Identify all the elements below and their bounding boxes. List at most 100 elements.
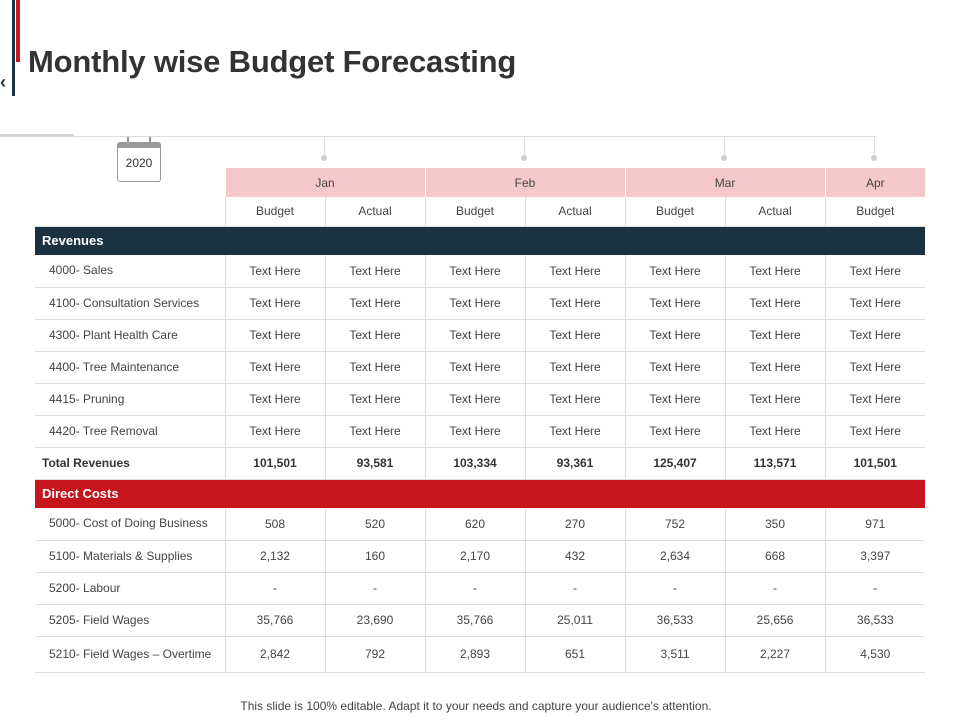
table-cell: 36,533 <box>824 604 926 637</box>
column-header: Actual <box>724 197 826 227</box>
section-title: Direct Costs <box>35 479 926 508</box>
month-header-feb: Feb <box>424 168 626 197</box>
table-cell: Text Here <box>624 383 726 416</box>
column-header: Budget <box>824 197 926 227</box>
table-cell: 2,842 <box>224 636 325 673</box>
table-cell: - <box>324 572 426 605</box>
table-cell: 2,227 <box>724 636 826 673</box>
section-header-revenues: Revenues <box>35 226 926 255</box>
table-cell: 25,011 <box>524 604 626 637</box>
total-cell: 103,334 <box>424 447 526 480</box>
table-cell: Text Here <box>424 351 526 384</box>
total-cell: 101,501 <box>824 447 926 480</box>
chevron-left-icon[interactable]: ‹ <box>0 72 6 92</box>
footer-note: This slide is 100% editable. Adapt it to… <box>240 699 712 713</box>
calendar-icon: 2020 <box>117 142 161 182</box>
table-cell: Text Here <box>824 319 926 352</box>
row-label: Total Revenues <box>35 447 225 480</box>
table-cell: - <box>624 572 726 605</box>
calendar-ring-left <box>127 137 129 145</box>
row-label: 5210- Field Wages – Overtime <box>35 636 225 673</box>
section-title: Revenues <box>35 226 926 255</box>
table-cell: 350 <box>724 508 826 541</box>
total-cell: 125,407 <box>624 447 726 480</box>
row-label: 5100- Materials & Supplies <box>35 540 225 573</box>
table-cell: Text Here <box>324 255 426 288</box>
total-cell: 113,571 <box>724 447 826 480</box>
total-cell: 93,361 <box>524 447 626 480</box>
budget-table: Jan Feb Mar Apr Budget Actual Budget Act… <box>35 168 926 673</box>
table-cell: - <box>724 572 826 605</box>
table-cell: 3,511 <box>624 636 726 673</box>
table-cell: Text Here <box>624 319 726 352</box>
table-cell: Text Here <box>824 383 926 416</box>
table-cell: Text Here <box>324 319 426 352</box>
row-label: 4000- Sales <box>35 255 225 288</box>
table-cell: 2,634 <box>624 540 726 573</box>
table-cell: Text Here <box>224 415 325 448</box>
table-cell: - <box>824 572 926 605</box>
total-revenues-row: Total Revenues 101,501 93,581 103,334 93… <box>35 447 926 480</box>
table-row: 5100- Materials & Supplies 2,132 160 2,1… <box>35 540 926 573</box>
row-label: 5000- Cost of Doing Business <box>35 508 225 541</box>
table-cell: Text Here <box>624 351 726 384</box>
table-cell: 25,656 <box>724 604 826 637</box>
total-cell: 93,581 <box>324 447 426 480</box>
table-cell: 4,530 <box>824 636 926 673</box>
timeline-tick-apr <box>874 137 875 157</box>
month-header-row: Jan Feb Mar Apr <box>35 168 926 197</box>
table-row: 4000- Sales Text Here Text Here Text Her… <box>35 255 926 288</box>
timeline-dot-apr <box>871 155 877 161</box>
column-header: Actual <box>324 197 426 227</box>
table-cell: Text Here <box>824 255 926 288</box>
table-cell: Text Here <box>724 415 826 448</box>
table-cell: 792 <box>324 636 426 673</box>
table-cell: 35,766 <box>424 604 526 637</box>
table-cell: 651 <box>524 636 626 673</box>
table-cell: Text Here <box>324 415 426 448</box>
table-cell: 36,533 <box>624 604 726 637</box>
table-cell: Text Here <box>324 287 426 320</box>
timeline-rule-accent <box>0 134 74 137</box>
table-cell: Text Here <box>324 351 426 384</box>
timeline-tick-jan <box>324 137 325 157</box>
table-cell: 35,766 <box>224 604 325 637</box>
month-header-apr: Apr <box>824 168 926 197</box>
month-header-mar: Mar <box>624 168 826 197</box>
table-row: 4400- Tree Maintenance Text Here Text He… <box>35 351 926 384</box>
table-row: 4300- Plant Health Care Text Here Text H… <box>35 319 926 352</box>
table-cell: 432 <box>524 540 626 573</box>
calendar-year: 2020 <box>125 156 153 170</box>
table-cell: Text Here <box>724 255 826 288</box>
table-cell: 2,132 <box>224 540 325 573</box>
row-label: 4100- Consultation Services <box>35 287 225 320</box>
table-row: 5205- Field Wages 35,766 23,690 35,766 2… <box>35 604 926 637</box>
table-cell: Text Here <box>424 255 526 288</box>
table-cell: - <box>524 572 626 605</box>
table-row: 4100- Consultation Services Text Here Te… <box>35 287 926 320</box>
table-cell: Text Here <box>324 383 426 416</box>
timeline-tick-feb <box>524 137 525 157</box>
table-cell: 2,170 <box>424 540 526 573</box>
table-cell: - <box>424 572 526 605</box>
table-cell: Text Here <box>724 319 826 352</box>
month-header-jan: Jan <box>224 168 426 197</box>
column-header-spacer <box>35 197 225 227</box>
table-cell: Text Here <box>524 287 626 320</box>
column-header: Budget <box>424 197 526 227</box>
table-cell: Text Here <box>824 351 926 384</box>
timeline-rule <box>74 136 876 137</box>
table-cell: 520 <box>324 508 426 541</box>
calendar-ring-right <box>149 137 151 145</box>
page-title: Monthly wise Budget Forecasting <box>28 44 517 79</box>
table-cell: Text Here <box>524 415 626 448</box>
timeline-dot-feb <box>521 155 527 161</box>
table-row: 5200- Labour - - - - - - - <box>35 572 926 605</box>
table-cell: 971 <box>824 508 926 541</box>
row-label: 4415- Pruning <box>35 383 225 416</box>
table-cell: Text Here <box>524 383 626 416</box>
table-row: 4415- Pruning Text Here Text Here Text H… <box>35 383 926 416</box>
table-cell: Text Here <box>224 255 325 288</box>
table-cell: 23,690 <box>324 604 426 637</box>
column-header: Budget <box>624 197 726 227</box>
